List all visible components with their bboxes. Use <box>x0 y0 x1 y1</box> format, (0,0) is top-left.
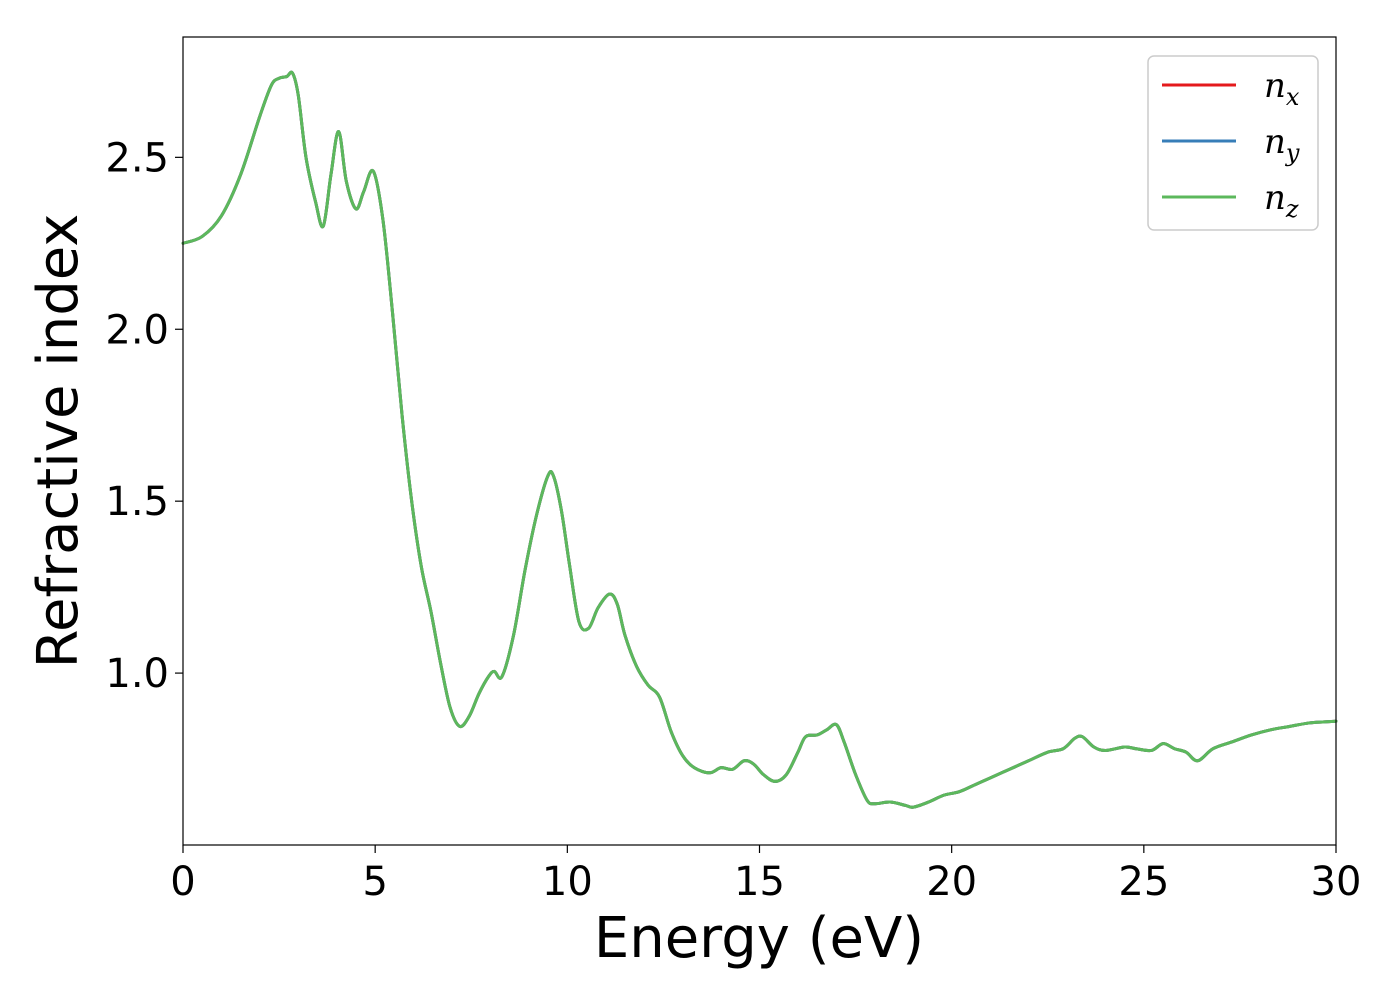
x-tick-label: 0 <box>170 859 195 905</box>
legend-label-subscript: x <box>1286 83 1300 111</box>
legend-label-n-x: nx <box>1264 66 1300 111</box>
x-tick-label: 5 <box>362 859 387 905</box>
y-tick-label: 1.0 <box>105 651 169 697</box>
x-tick-label: 25 <box>1118 859 1169 905</box>
y-tick-label: 2.0 <box>105 307 169 353</box>
legend-label-subscript: z <box>1285 195 1299 223</box>
series-layer <box>181 70 1338 809</box>
y-axis-ticks: 1.0 1.5 2.0 2.5 <box>105 135 183 697</box>
x-axis-ticks: 0 5 10 15 20 25 30 <box>170 845 1361 905</box>
y-axis-title: Refractive index <box>26 214 91 669</box>
legend-label-base: n <box>1264 122 1286 162</box>
legend-label-n-y: ny <box>1264 122 1300 167</box>
x-tick-label: 15 <box>734 859 785 905</box>
x-tick-label: 30 <box>1311 859 1362 905</box>
x-tick-label: 20 <box>926 859 977 905</box>
legend-label-n-z: nz <box>1264 178 1299 223</box>
legend-label-base: n <box>1264 178 1286 218</box>
legend-label-subscript: y <box>1285 139 1300 167</box>
y-tick-label: 1.5 <box>105 479 169 525</box>
legend-label-base: n <box>1264 66 1286 106</box>
series-line-n-z <box>181 70 1338 809</box>
x-tick-label: 10 <box>542 859 593 905</box>
legend-box <box>1147 55 1319 231</box>
y-tick-label: 2.5 <box>105 135 169 181</box>
x-axis-title: Energy (eV) <box>594 906 924 971</box>
